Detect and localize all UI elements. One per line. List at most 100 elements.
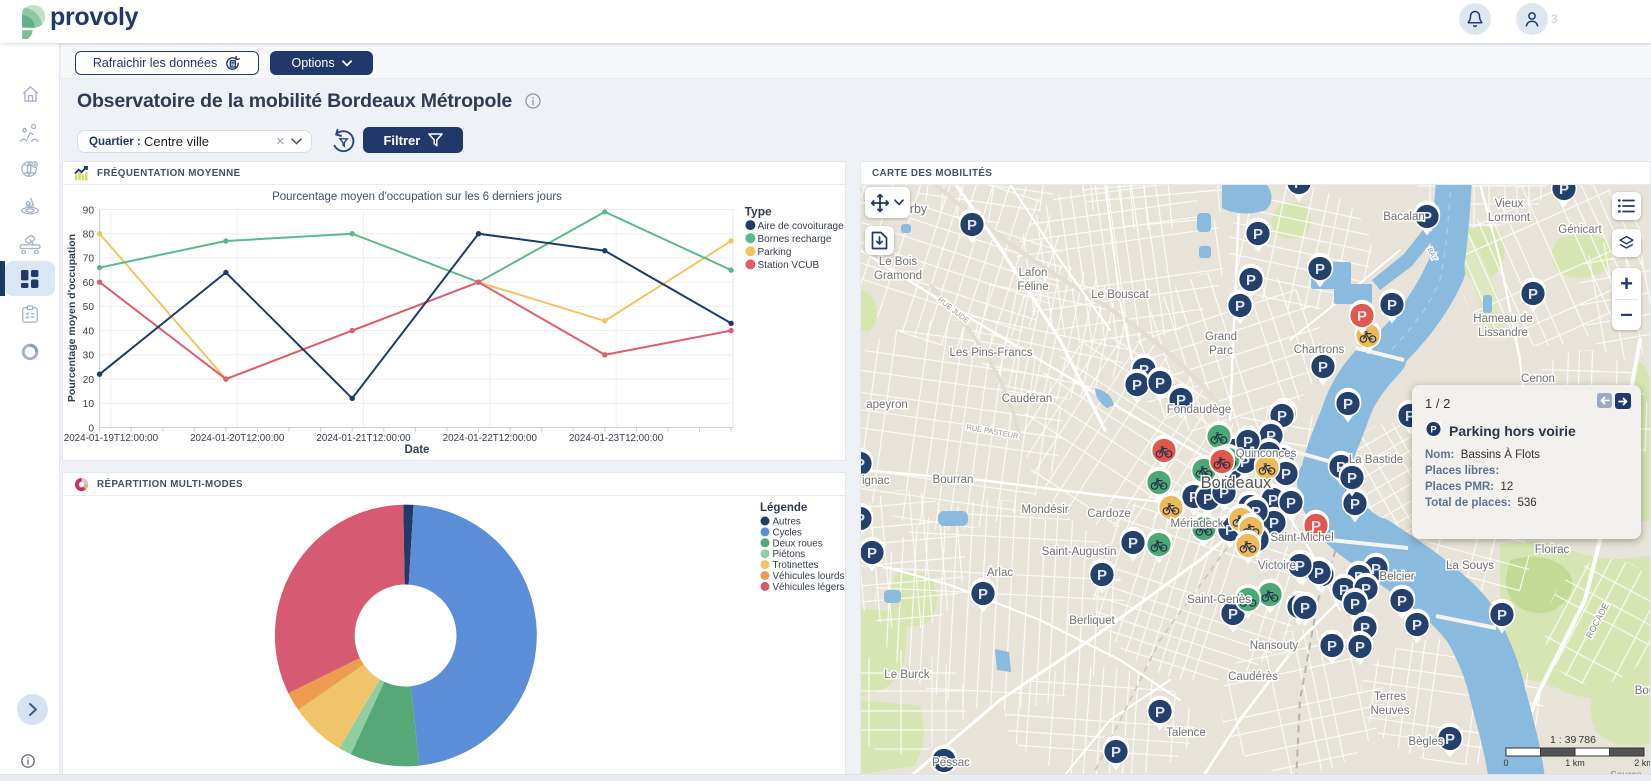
svg-text:Bourran: Bourran: [933, 474, 974, 486]
svg-text:P: P: [939, 753, 949, 770]
svg-text:P: P: [1559, 185, 1569, 198]
svg-text:P: P: [1243, 434, 1253, 451]
svg-text:Le Burck: Le Burck: [884, 669, 930, 681]
svg-text:Bacalan: Bacalan: [1383, 211, 1425, 223]
svg-text:Cycles: Cycles: [773, 527, 802, 538]
svg-text:P: P: [1318, 359, 1328, 376]
svg-text:Terres: Terres: [1374, 691, 1406, 703]
svg-text:2024-01-19T12:00:00: 2024-01-19T12:00:00: [64, 433, 159, 444]
svg-text:P: P: [1294, 185, 1304, 192]
svg-text:P: P: [1314, 565, 1324, 582]
svg-text:Station VCUB: Station VCUB: [758, 260, 820, 271]
svg-text:P: P: [1189, 489, 1199, 506]
svg-text:Génicart: Génicart: [1558, 224, 1602, 236]
svg-text:P: P: [1355, 639, 1365, 656]
svg-text:P: P: [1315, 261, 1325, 278]
svg-text:Bègles: Bègles: [1408, 736, 1443, 748]
svg-text:Mériadeck: Mériadeck: [1170, 518, 1223, 530]
svg-text:Légende: Légende: [760, 502, 807, 514]
svg-text:P: P: [1266, 428, 1276, 445]
svg-text:P: P: [1295, 558, 1305, 575]
svg-text:P: P: [1253, 226, 1263, 243]
svg-text:P: P: [1132, 377, 1142, 394]
svg-text:P: P: [1176, 392, 1186, 409]
svg-text:Cenon: Cenon: [1521, 373, 1555, 385]
svg-text:30: 30: [83, 351, 95, 362]
svg-text:P: P: [1311, 518, 1321, 535]
svg-text:20: 20: [83, 375, 95, 386]
svg-text:apeyron: apeyron: [866, 399, 908, 411]
svg-text:1 : 39 786: 1 : 39 786: [1550, 734, 1596, 746]
svg-text:P: P: [1360, 620, 1370, 637]
svg-text:90: 90: [83, 205, 95, 216]
svg-text:P: P: [1219, 485, 1229, 502]
svg-text:P: P: [978, 586, 988, 603]
svg-text:P: P: [1528, 286, 1538, 303]
svg-text:Deux roues: Deux roues: [773, 538, 823, 549]
svg-text:P: P: [1139, 362, 1149, 379]
svg-text:Cardoze: Cardoze: [1087, 508, 1130, 520]
svg-text:P: P: [1240, 454, 1250, 471]
svg-text:P: P: [1097, 567, 1107, 584]
svg-text:Caudérès: Caudérès: [1228, 671, 1278, 683]
svg-text:P: P: [1251, 504, 1261, 521]
svg-text:P: P: [861, 511, 865, 528]
svg-text:Arlac: Arlac: [987, 567, 1013, 579]
svg-text:Mondésir: Mondésir: [1021, 504, 1068, 516]
svg-text:P: P: [1422, 209, 1432, 226]
svg-text:P: P: [1339, 582, 1349, 599]
svg-text:P: P: [1235, 298, 1245, 315]
svg-text:P: P: [1371, 561, 1381, 578]
svg-text:Floirac: Floirac: [1535, 544, 1570, 556]
svg-text:P: P: [1357, 308, 1367, 325]
svg-text:1 km: 1 km: [1565, 758, 1585, 768]
svg-text:P: P: [1445, 731, 1455, 748]
svg-text:Véhicules légers: Véhicules légers: [773, 582, 845, 593]
svg-text:P: P: [1286, 495, 1296, 512]
svg-text:Bordeaux: Bordeaux: [1201, 474, 1272, 492]
svg-text:80: 80: [83, 230, 95, 241]
svg-text:Type: Type: [745, 204, 772, 218]
svg-text:P: P: [1300, 600, 1310, 617]
svg-text:Les Pins-Francs: Les Pins-Francs: [949, 347, 1032, 359]
svg-text:Chartrons: Chartrons: [1294, 344, 1345, 356]
svg-text:Bornes recharge: Bornes recharge: [758, 234, 832, 245]
svg-text:Caudéran: Caudéran: [1002, 393, 1053, 405]
svg-text:ignac: ignac: [862, 475, 890, 487]
svg-text:P: P: [1277, 408, 1287, 425]
svg-text:Saint-Genès: Saint-Genès: [1187, 594, 1251, 606]
svg-text:P: P: [1203, 491, 1213, 508]
svg-text:P: P: [1155, 704, 1165, 721]
svg-text:Lormont: Lormont: [1488, 212, 1531, 224]
svg-text:Fondaudège: Fondaudège: [1167, 404, 1232, 416]
svg-text:P: P: [867, 545, 877, 562]
svg-text:2 km: 2 km: [1634, 758, 1650, 768]
svg-text:2024-01-21T12:00:00: 2024-01-21T12:00:00: [316, 433, 411, 444]
svg-text:La Bastide: La Bastide: [1349, 454, 1403, 466]
svg-text:P: P: [1155, 375, 1165, 392]
svg-text:Parking: Parking: [758, 247, 792, 258]
svg-text:La Souys: La Souys: [1446, 560, 1494, 572]
svg-text:P: P: [861, 456, 865, 473]
svg-text:Vieux: Vieux: [1495, 198, 1524, 210]
svg-text:Lissandre: Lissandre: [1478, 327, 1528, 339]
svg-text:Gramond: Gramond: [874, 270, 922, 282]
svg-text:Saint-Augustin: Saint-Augustin: [1042, 546, 1117, 558]
svg-text:Nansouty: Nansouty: [1250, 640, 1299, 652]
svg-text:P: P: [1497, 607, 1507, 624]
svg-text:Pourcentage moyen d'occupation: Pourcentage moyen d'occupation: [66, 234, 78, 402]
svg-text:Aire de covoiturage: Aire de covoiturage: [758, 221, 845, 232]
svg-text:P: P: [1361, 581, 1371, 598]
svg-text:Belcier: Belcier: [1379, 571, 1414, 583]
svg-text:P: P: [1343, 396, 1353, 413]
svg-text:Date: Date: [405, 444, 430, 456]
svg-text:Pessac: Pessac: [932, 757, 970, 769]
svg-text:Trotinettes: Trotinettes: [773, 560, 819, 571]
svg-text:2024-01-20T12:00:00: 2024-01-20T12:00:00: [190, 433, 285, 444]
svg-text:Neuves: Neuves: [1371, 705, 1410, 717]
svg-text:P: P: [1268, 492, 1278, 509]
svg-text:P: P: [1246, 272, 1256, 289]
svg-text:Talence: Talence: [1166, 727, 1206, 739]
svg-text:40: 40: [83, 326, 95, 337]
svg-text:P: P: [1228, 606, 1238, 623]
